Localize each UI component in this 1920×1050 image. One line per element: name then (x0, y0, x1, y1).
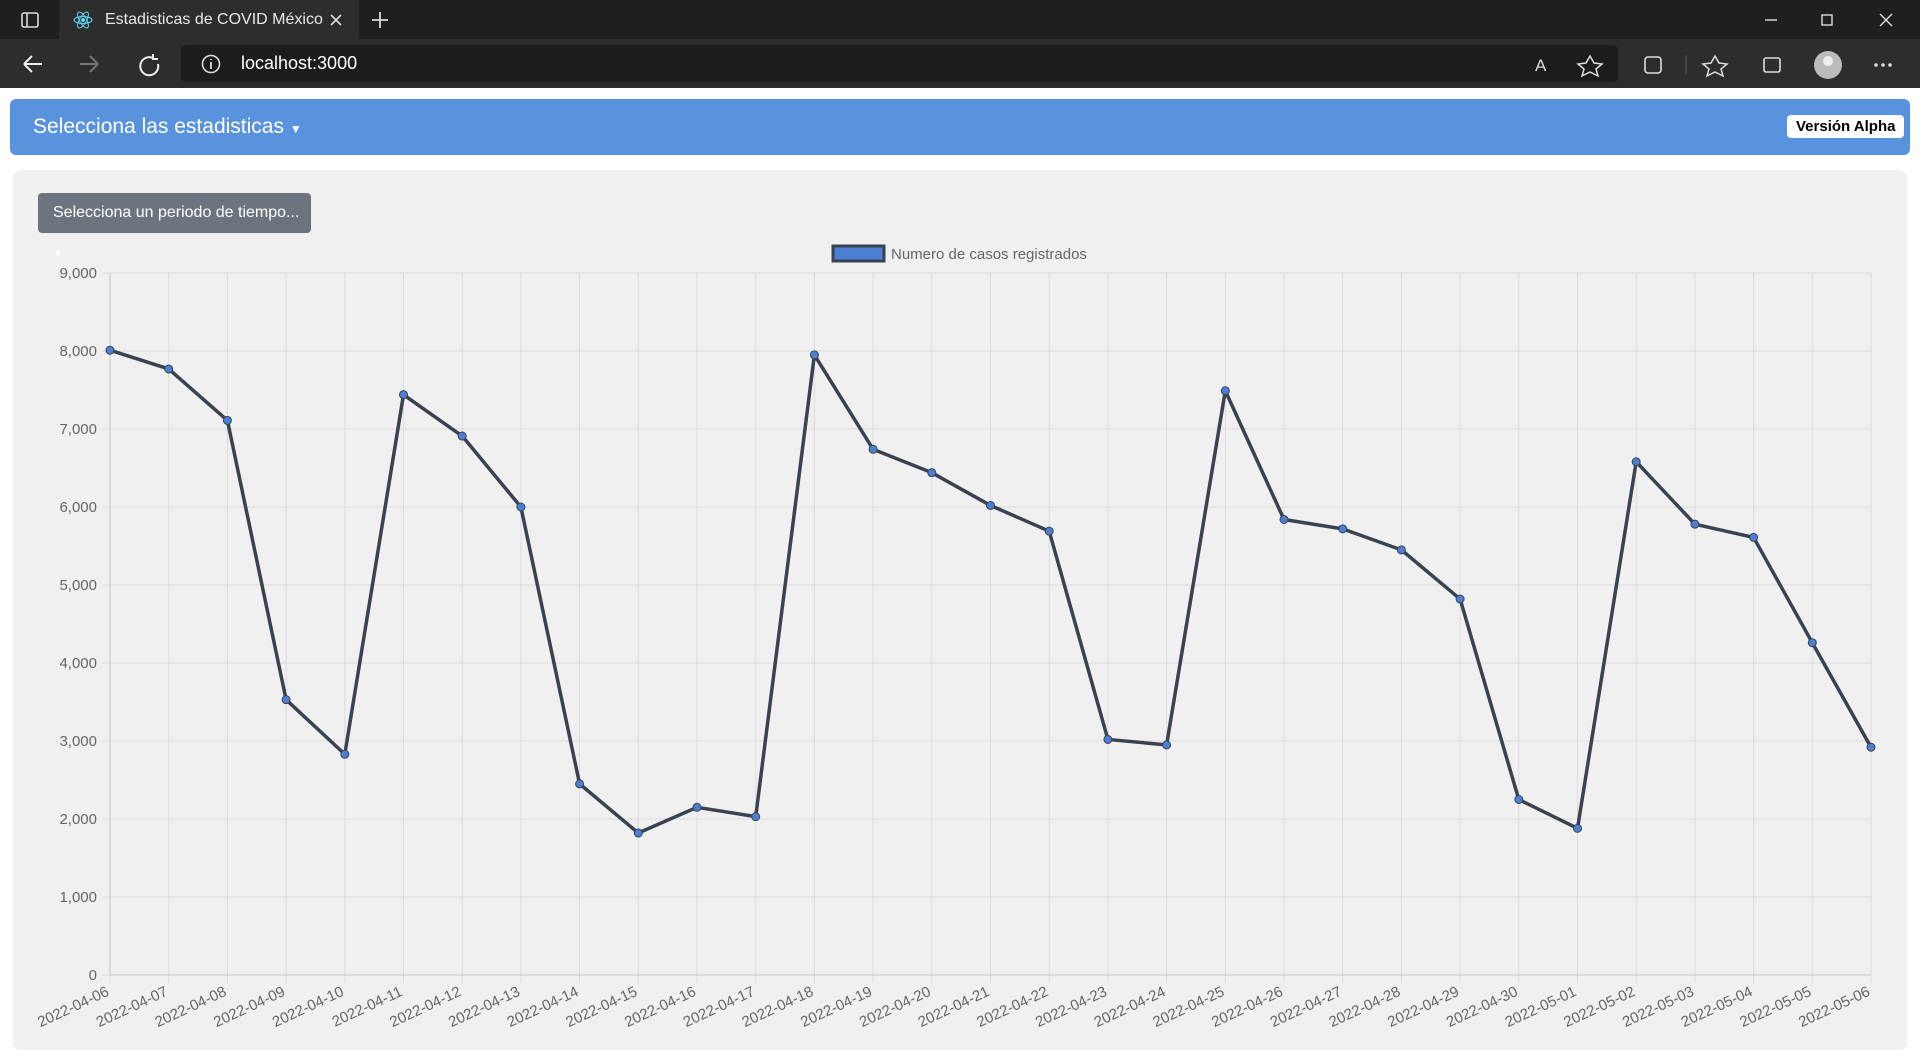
data-point (1220, 386, 1230, 396)
data-point (1396, 545, 1406, 555)
badge-text: Versión Alpha (1796, 118, 1896, 135)
caret: ▼ (289, 122, 302, 136)
tab-actions-icon[interactable] (20, 10, 40, 30)
tab-favicon (73, 11, 93, 29)
data-point (1044, 526, 1054, 536)
data-point (1455, 594, 1465, 604)
site-info-icon[interactable] (200, 53, 222, 75)
data-point (1807, 638, 1817, 648)
data-point (164, 364, 174, 374)
data-point (927, 468, 937, 478)
data-point (340, 749, 350, 759)
data-point (751, 812, 761, 822)
svg-text:A: A (1535, 56, 1547, 75)
caret: ▼ (53, 249, 63, 260)
data-point (986, 500, 995, 510)
new-tab[interactable] (370, 10, 390, 30)
data-point (692, 802, 702, 812)
y-tick-label: 4,000 (59, 655, 97, 672)
data-point (222, 415, 232, 425)
address-bar[interactable]: localhost:3000 (181, 45, 1618, 82)
data-point (457, 431, 467, 441)
stats-dropdown[interactable]: Selecciona las estadisticas ▼ (33, 115, 302, 139)
period-dropdown[interactable]: Selecciona un periodo de tiempo... ▼ (38, 193, 311, 260)
data-point (1338, 524, 1348, 534)
data-point (633, 828, 643, 838)
toolbar-icons[interactable]: A (1530, 50, 1910, 80)
data-point (1749, 532, 1759, 542)
legend-label: Numero de casos registrados (891, 246, 1087, 263)
y-tick-label: 3,000 (59, 733, 97, 750)
data-point (1631, 457, 1641, 467)
data-point (1866, 742, 1876, 752)
y-tick-label: 5,000 (59, 577, 97, 594)
y-tick-label: 7,000 (59, 421, 97, 438)
nav-buttons[interactable] (20, 50, 180, 78)
y-tick-label: 0 (89, 967, 97, 984)
data-point (516, 502, 526, 512)
data-point (1103, 734, 1113, 744)
version-badge: Versión Alpha (1787, 115, 1905, 138)
button-text: Selecciona un periodo de tiempo... (53, 204, 300, 221)
y-tick-label: 1,000 (59, 889, 97, 906)
y-tick-label: 2,000 (59, 811, 97, 828)
tab-close[interactable] (328, 12, 344, 28)
tab-title: Estadisticas de COVID México (105, 11, 323, 28)
card (13, 170, 1907, 1050)
data-point (1162, 740, 1172, 750)
legend-swatch (831, 244, 886, 263)
data-point (809, 350, 819, 360)
url: localhost:3000 (241, 53, 358, 73)
data-point (575, 779, 585, 789)
data-point (868, 444, 878, 454)
y-tick-label: 8,000 (59, 343, 97, 360)
window-controls[interactable] (1760, 8, 1910, 32)
data-point (1514, 795, 1524, 804)
data-point (1279, 514, 1289, 524)
data-point (105, 345, 115, 355)
data-point (399, 390, 408, 400)
navbar (10, 99, 1910, 155)
y-tick-label: 6,000 (59, 499, 97, 516)
navbar-brand: Selecciona las estadisticas (33, 115, 284, 138)
active-tab[interactable]: Estadisticas de COVID México (59, 0, 359, 39)
data-point (1573, 823, 1582, 833)
data-point (281, 695, 291, 705)
data-point (1690, 519, 1700, 529)
y-tick-label: 9,000 (59, 265, 97, 282)
